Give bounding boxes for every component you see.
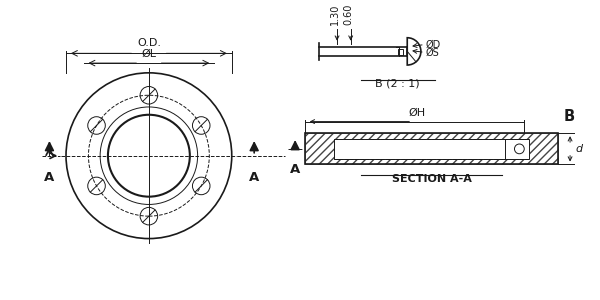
Bar bbox=[305, 133, 559, 164]
Bar bbox=[305, 133, 559, 164]
Text: 0.60: 0.60 bbox=[344, 4, 354, 25]
Text: B (2 : 1): B (2 : 1) bbox=[375, 79, 420, 89]
Text: A: A bbox=[249, 171, 259, 184]
Text: ØH: ØH bbox=[409, 108, 425, 118]
Text: ØL: ØL bbox=[142, 49, 157, 59]
Text: B: B bbox=[563, 109, 574, 124]
Text: 1.30: 1.30 bbox=[330, 4, 340, 25]
Text: O.D.: O.D. bbox=[137, 38, 161, 49]
Text: A: A bbox=[44, 171, 55, 184]
Bar bbox=[398, 50, 403, 55]
Text: A: A bbox=[290, 163, 300, 176]
Text: ØS: ØS bbox=[426, 47, 440, 57]
Text: ØD: ØD bbox=[426, 40, 441, 50]
Text: d: d bbox=[576, 144, 583, 154]
Text: SECTION A-A: SECTION A-A bbox=[392, 174, 472, 184]
Bar bbox=[334, 139, 529, 159]
